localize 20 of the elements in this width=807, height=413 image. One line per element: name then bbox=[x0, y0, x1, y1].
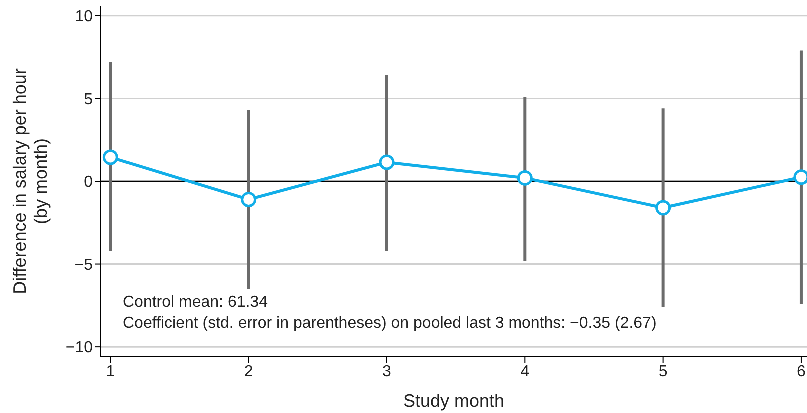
y-tick-label: −10 bbox=[66, 340, 94, 357]
annotation: Coefficient (std. error in parentheses) on pooled last 3 months: −0.35 (2.67) bbox=[123, 314, 657, 334]
x-axis-title: Study month bbox=[403, 391, 505, 411]
point bbox=[241, 192, 257, 208]
x-tick-label: 2 bbox=[244, 363, 254, 380]
point bbox=[517, 170, 533, 186]
y-tick-label: 0 bbox=[84, 174, 94, 192]
y-tick-label: 5 bbox=[84, 91, 94, 108]
point bbox=[102, 150, 118, 166]
y-axis-title: Difference in salary per hour (by month) bbox=[10, 68, 51, 294]
y-tick-label: −5 bbox=[74, 256, 94, 274]
x-tick-label: 6 bbox=[797, 363, 806, 380]
point bbox=[656, 200, 672, 216]
x-tick-label: 3 bbox=[382, 363, 392, 380]
annotation: Control mean: 61.34 bbox=[123, 293, 269, 313]
x-tick-label: 4 bbox=[520, 363, 530, 380]
point bbox=[379, 154, 395, 170]
y-tick-label: 10 bbox=[75, 8, 94, 26]
x-tick-label: 5 bbox=[658, 363, 668, 380]
x-tick-label: 1 bbox=[106, 363, 116, 380]
